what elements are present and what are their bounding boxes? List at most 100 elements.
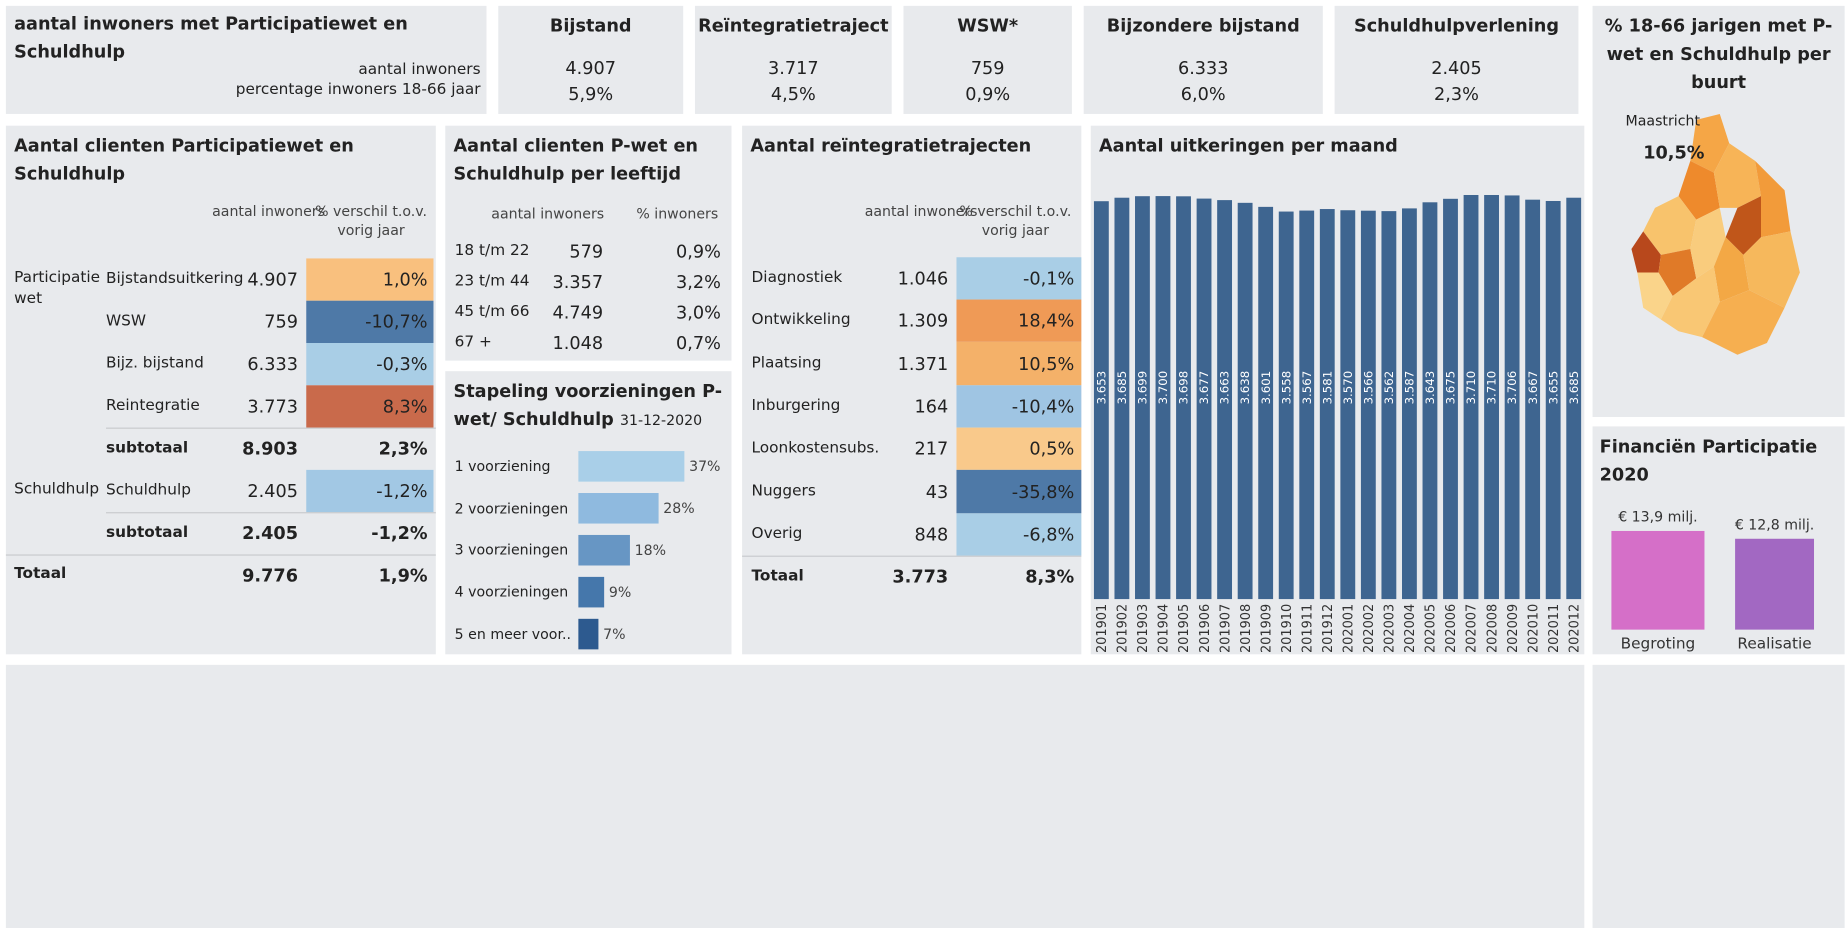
- bar: [578, 618, 599, 650]
- row-count: 3.773: [247, 395, 299, 418]
- bar: [1340, 210, 1356, 600]
- row-label: subtotaal: [106, 439, 189, 457]
- kpi-title: Bijzondere bijstand: [1106, 15, 1300, 37]
- row-label: Inburgering: [751, 396, 841, 415]
- panel-title: Aantal clienten P-wet en Schuldhulp per …: [453, 135, 699, 185]
- region: [1702, 290, 1785, 355]
- x-tick-label: Realisatie: [1737, 634, 1811, 652]
- panel: [1334, 5, 1579, 114]
- value-label: 3.558: [1279, 371, 1293, 405]
- x-tick-label: 201906: [1198, 604, 1213, 653]
- row-value: -1,2%: [371, 522, 428, 544]
- bar: [1360, 210, 1376, 600]
- value-label: 3.710: [1485, 371, 1499, 405]
- x-tick-label: 202001: [1342, 604, 1357, 653]
- column-header: aantal inwoners: [864, 203, 978, 220]
- row-label: subtotaal: [106, 523, 189, 542]
- kpi-percentage: 6,0%: [1180, 83, 1226, 105]
- column-header: aantal inwoners: [212, 203, 325, 220]
- column-header: % verschil t.o.v. vorig jaar: [315, 203, 428, 239]
- value-label: 3.587: [1403, 371, 1417, 405]
- value-label: 3.655: [1546, 371, 1560, 405]
- change-cell: [956, 257, 1082, 300]
- x-tick-label: 201905: [1177, 604, 1192, 653]
- row-label: Plaatsing: [751, 354, 822, 372]
- region: [1743, 231, 1800, 308]
- x-tick-label: 201908: [1239, 604, 1254, 653]
- bar: [578, 534, 630, 566]
- panel: [5, 664, 1585, 928]
- row-count: 759: [264, 311, 299, 333]
- category-label: 5 en meer voor..: [454, 625, 571, 643]
- x-tick-label: 201909: [1259, 604, 1274, 653]
- bar: [1258, 206, 1274, 600]
- bar: [1093, 201, 1109, 600]
- row-value: -10,4%: [1011, 395, 1075, 417]
- row-value: 8,3%: [1025, 566, 1075, 588]
- row-value: 1,9%: [378, 565, 428, 587]
- bar: [1299, 210, 1315, 600]
- row-label: Schuldhulp: [106, 481, 191, 500]
- row-count: 164: [914, 395, 949, 417]
- change-cell: [306, 343, 434, 386]
- category-label: 3 voorzieningen: [454, 541, 569, 559]
- row-value: 0,5%: [1029, 438, 1075, 460]
- x-tick-label: 201902: [1116, 604, 1131, 653]
- row-label: Diagnostiek: [751, 269, 843, 287]
- region: [1725, 196, 1762, 255]
- change-cell: [306, 469, 434, 513]
- value-label: 3.685: [1115, 371, 1129, 405]
- value-label: 28%: [663, 501, 694, 517]
- bar: [1278, 211, 1294, 600]
- row-count: 6.333: [247, 353, 299, 375]
- panel: [5, 5, 487, 114]
- x-tick-label: Begroting: [1621, 634, 1696, 652]
- separator: [106, 512, 436, 514]
- row-label: Reintegratie: [106, 397, 200, 415]
- chart-title: Stapeling voorzieningen P-wet/ Schuldhul…: [453, 380, 723, 430]
- region: [1690, 113, 1730, 173]
- value-label: 3.698: [1177, 371, 1191, 405]
- x-tick-label: 202008: [1485, 604, 1500, 653]
- value-label: 9%: [609, 585, 631, 601]
- row-value: -0,1%: [1022, 267, 1075, 289]
- row-count: 1.309: [897, 310, 949, 332]
- row-count: 579: [569, 240, 604, 262]
- value-label: 3.567: [1300, 371, 1314, 405]
- x-tick-label: 202004: [1403, 604, 1418, 653]
- value-label: € 12,8 milj.: [1735, 517, 1814, 533]
- bar: [1611, 530, 1705, 630]
- panel-title: % 18-66 jarigen met P-wet en Schuldhulp …: [1604, 15, 1833, 93]
- group-label: Totaal: [14, 565, 67, 583]
- bar: [1176, 196, 1191, 600]
- row-value: 3,2%: [676, 271, 721, 293]
- panel: [1592, 664, 1845, 928]
- row-count: 2.405: [247, 480, 299, 502]
- row-label: Loonkostensubs.: [751, 439, 880, 458]
- kpi-title: Reïntegratietraject: [698, 15, 889, 37]
- x-tick-label: 202003: [1383, 604, 1398, 653]
- row-value: 0,9%: [676, 240, 721, 262]
- value-label: 3.706: [1505, 371, 1519, 405]
- kpi-title: Bijstand: [549, 15, 632, 37]
- row-count: 43: [925, 481, 949, 503]
- panel-title: aantal inwoners met Participatiewet en S…: [14, 12, 408, 63]
- value-label: 3.667: [1526, 371, 1540, 405]
- value-label: 3.710: [1464, 371, 1478, 405]
- kpi-count: 2.405: [1431, 57, 1482, 79]
- bar: [1422, 202, 1438, 600]
- category-label: 1 voorziening: [454, 458, 551, 475]
- row-value: -6,8%: [1022, 523, 1075, 545]
- row-count: 848: [914, 523, 949, 545]
- group-label: Schuldhulp: [14, 480, 100, 499]
- bar: [578, 576, 605, 608]
- change-cell: [956, 299, 1082, 343]
- kpi-title: Schuldhulpverlening: [1353, 15, 1560, 37]
- region: [1678, 160, 1720, 220]
- change-cell: [956, 342, 1082, 385]
- x-tick-label: 202005: [1424, 604, 1439, 653]
- region: [1643, 196, 1697, 255]
- value-label: 3.566: [1361, 371, 1375, 405]
- row-value: 3,0%: [676, 301, 721, 324]
- row-count: 1.046: [897, 267, 949, 289]
